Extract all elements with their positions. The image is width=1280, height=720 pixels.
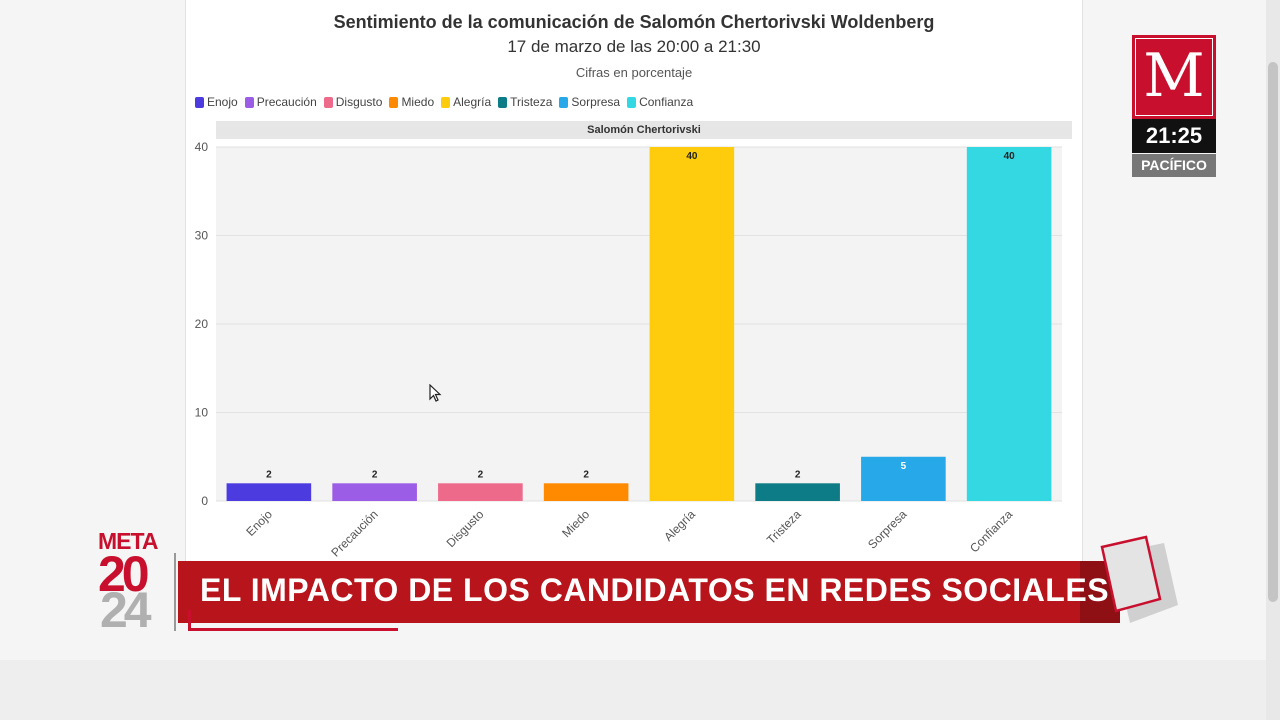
broadcast-clock: 21:25 (1132, 119, 1216, 153)
bar (966, 147, 1052, 501)
y-tick-label: 40 (195, 140, 209, 154)
year-bottom-digits: 24 (100, 582, 152, 638)
bar-value-label: 40 (1004, 151, 1016, 162)
year-top-digits: 20 (98, 546, 150, 602)
legend-label: Alegría (453, 95, 492, 109)
bar-value-label: 2 (795, 469, 801, 480)
legend-swatch (559, 96, 569, 108)
bar (649, 147, 735, 501)
facet-panel-label: Salomón Chertorivski (216, 121, 1072, 139)
legend-item[interactable]: Enojo (195, 95, 238, 109)
logo-frame (1135, 38, 1213, 116)
chart-legend: Enojo Precaución Disgusto Miedo Alegría Trist… (195, 95, 693, 109)
meta-2024-logo: META 20 24 (98, 528, 178, 638)
bar-value-label: 40 (686, 151, 698, 162)
milenio-logo: M (1132, 35, 1216, 119)
legend-item[interactable]: Tristeza (498, 95, 552, 109)
legend-label: Precaución (256, 95, 317, 109)
bar-value-label: 2 (372, 469, 378, 480)
chart-units-note: Cifras en porcentaje (575, 65, 693, 80)
y-tick-label: 0 (201, 494, 208, 508)
legend-label: Tristeza (510, 95, 553, 109)
mouse-cursor-icon (429, 384, 442, 402)
legend-swatch (627, 96, 637, 108)
banner-underline-edge (188, 610, 191, 631)
legend-item[interactable]: Precaución (244, 95, 317, 109)
bar (755, 483, 840, 501)
headline-banner (178, 561, 1118, 623)
legend-label: Disgusto (335, 95, 383, 109)
legend-label: Miedo (401, 95, 435, 109)
bar (226, 483, 312, 501)
bar (438, 483, 523, 501)
legend-item[interactable]: Miedo (389, 95, 434, 109)
bar (861, 456, 946, 501)
legend-swatch (441, 96, 451, 108)
legend-swatch (498, 96, 508, 108)
chart-subtitle: 17 de marzo de las 20:00 a 21:30 (507, 37, 761, 56)
legend-item[interactable]: Alegría (441, 95, 491, 109)
legend-label: Confianza (639, 95, 694, 109)
x-tick-label: Tristeza (764, 507, 804, 547)
banner-underline (190, 628, 398, 631)
x-tick-label: Sorpresa (865, 507, 910, 552)
legend-swatch (195, 96, 204, 108)
legend-label: Enojo (207, 95, 238, 109)
bottom-strip (0, 660, 1268, 720)
decorative-cards-icon (1100, 535, 1178, 623)
x-tick-label: Precaución (328, 507, 380, 559)
bar-value-label: 2 (266, 469, 272, 480)
chart-title: Sentimiento de la comunicación de Salomó… (333, 12, 935, 32)
legend-label: Sorpresa (571, 95, 621, 109)
bar (543, 483, 629, 501)
legend-swatch (389, 96, 399, 108)
x-tick-label: Enojo (243, 507, 275, 539)
x-tick-label: Confianza (967, 507, 1015, 555)
legend-swatch (323, 96, 333, 108)
legend-item[interactable]: Sorpresa (559, 95, 620, 109)
bar-value-label: 2 (478, 469, 484, 480)
y-tick-label: 30 (195, 229, 209, 243)
x-tick-label: Miedo (559, 507, 592, 540)
logo-separator (174, 553, 176, 631)
bar-value-label: 2 (583, 469, 589, 480)
legend-swatch (244, 96, 254, 108)
y-tick-label: 20 (195, 317, 209, 331)
logo-letter: M (1143, 41, 1205, 111)
meta-word: META (98, 528, 158, 554)
timezone-label: PACÍFICO (1132, 154, 1216, 177)
legend-item[interactable]: Confianza (627, 95, 693, 109)
bar-value-label: 5 (901, 461, 907, 472)
x-tick-label: Disgusto (444, 507, 487, 550)
headline-text: EL IMPACTO DE LOS CANDIDATOS EN REDES SO… (200, 572, 1110, 608)
bar (332, 483, 417, 501)
legend-item[interactable]: Disgusto (323, 95, 383, 109)
scrollbar-thumb[interactable] (1268, 62, 1278, 602)
x-tick-label: Alegría (661, 507, 698, 544)
y-tick-label: 10 (195, 406, 209, 420)
